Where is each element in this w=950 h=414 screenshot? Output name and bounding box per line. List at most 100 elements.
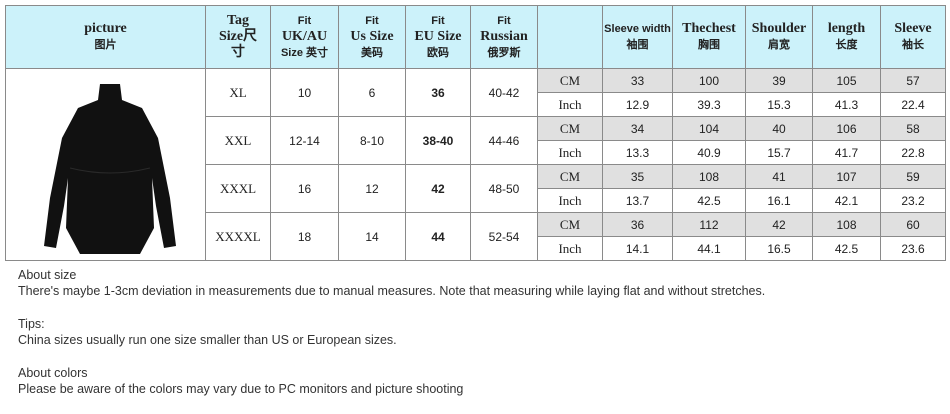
header-text: 袖围 <box>626 39 649 51</box>
measure-cell: 22.8 <box>880 140 946 165</box>
measure-cell: 42.1 <box>812 188 881 213</box>
header-text: 寸 <box>231 45 245 60</box>
measure-cell: 58 <box>880 116 946 141</box>
size-cell: 12 <box>338 164 406 213</box>
header-text: Size尺 <box>218 29 258 44</box>
header-text: Shoulder <box>751 21 807 36</box>
size-cell: 6 <box>338 68 406 117</box>
size-row: Inch 14.1 44.1 16.5 42.5 23.6 <box>6 236 946 261</box>
measure-cell: 107 <box>812 164 881 189</box>
note-block: Tips: China sizes usually run one size sm… <box>18 316 765 348</box>
unit-cell: Inch <box>537 92 603 117</box>
measure-cell: 59 <box>880 164 946 189</box>
size-cell: 16 <box>270 164 339 213</box>
measure-cell: 41 <box>745 164 813 189</box>
size-cell: XL <box>205 68 271 117</box>
size-cell: 14 <box>338 212 406 261</box>
measure-cell: 22.4 <box>880 92 946 117</box>
measure-cell: 23.6 <box>880 236 946 261</box>
size-cell: 10 <box>270 68 339 117</box>
unit-cell: CM <box>537 116 603 141</box>
measure-cell: 41.7 <box>812 140 881 165</box>
unit-cell: CM <box>537 68 603 93</box>
unit-cell: Inch <box>537 236 603 261</box>
unit-cell: CM <box>537 212 603 237</box>
size-cell: 36 <box>405 68 471 117</box>
measure-cell: 57 <box>880 68 946 93</box>
size-cell: 12-14 <box>270 116 339 165</box>
measure-cell: 15.7 <box>745 140 813 165</box>
note-block: About size There's maybe 1-3cm deviation … <box>18 267 765 299</box>
header-text: Fit <box>497 15 511 27</box>
header-text: Sleeve <box>894 21 932 36</box>
header-text: Fit <box>365 15 379 27</box>
header-text: UK/AU <box>281 29 328 44</box>
note-heading: About size <box>18 268 77 282</box>
header-text: 图片 <box>94 39 117 51</box>
header-cell: Tag Size尺寸 <box>205 5 271 69</box>
header-text: 胸围 <box>698 39 720 51</box>
header-cell: Fit UK/AU Size 英寸 <box>270 5 339 69</box>
measure-cell: 12.9 <box>602 92 673 117</box>
header-cell: Thechest 胸围 <box>672 5 746 69</box>
dress-seam <box>69 167 151 174</box>
measure-cell: 13.7 <box>602 188 673 213</box>
header-cell: Fit Us Size 美码 <box>338 5 406 69</box>
measure-cell: 40.9 <box>672 140 746 165</box>
size-row: XXXL 16 12 42 48-50 CM 35 108 41 107 59 <box>6 164 946 213</box>
size-row: Inch 13.7 42.5 16.1 42.1 23.2 <box>6 188 946 213</box>
header-text: Fit <box>297 15 312 27</box>
header-text: Tag <box>226 13 250 28</box>
header-cell: picture 图片 <box>5 5 206 69</box>
measure-cell: 42.5 <box>672 188 746 213</box>
measure-cell: 16.1 <box>745 188 813 213</box>
header-text: Russian <box>480 29 528 44</box>
size-table: picture 图片 Tag Size尺寸 Fit UK/AU Size 英寸 Fit Us S… <box>5 5 946 261</box>
measure-cell: 108 <box>672 164 746 189</box>
unit-cell: Inch <box>537 188 603 213</box>
header-text: Thechest <box>682 21 736 36</box>
measure-cell: 42.5 <box>812 236 881 261</box>
unit-cell: Inch <box>537 140 603 165</box>
size-row: Inch 12.9 39.3 15.3 41.3 22.4 <box>6 92 946 117</box>
measure-cell: 105 <box>812 68 881 93</box>
measure-cell: 60 <box>880 212 946 237</box>
size-cell: 18 <box>270 212 339 261</box>
header-text: 肩宽 <box>768 39 790 51</box>
header-text: picture <box>84 21 127 36</box>
note-text: Please be aware of the colors may vary d… <box>18 382 464 396</box>
size-row: XXL 12-14 8-10 38-40 44-46 CM 34 104 40 106 58 <box>6 116 946 165</box>
size-cell: XXL <box>205 116 271 165</box>
measure-cell: 14.1 <box>602 236 673 261</box>
notes: About size There's maybe 1-3cm deviation … <box>18 267 765 414</box>
product-picture <box>44 84 176 254</box>
note-heading: Tips: <box>18 317 45 331</box>
measure-cell: 112 <box>672 212 746 237</box>
header-text: 袖长 <box>902 39 924 51</box>
size-cell: XXXL <box>205 164 271 213</box>
header-text: Sleeve width <box>604 23 671 35</box>
measure-cell: 40 <box>745 116 813 141</box>
header-text: 俄罗斯 <box>487 47 521 59</box>
measure-cell: 104 <box>672 116 746 141</box>
size-cell: 52-54 <box>470 212 538 261</box>
measure-cell: 39.3 <box>672 92 746 117</box>
measure-cell: 23.2 <box>880 188 946 213</box>
header-text: 美码 <box>361 47 383 59</box>
note-block: About colors Please be aware of the color… <box>18 365 765 397</box>
header-cell: Sleeve 袖长 <box>880 5 946 69</box>
size-row: XL 10 6 36 40-42 CM 33 100 39 105 57 <box>5 68 946 261</box>
size-cell: 8-10 <box>338 116 406 165</box>
size-cell: 48-50 <box>470 164 538 213</box>
dress-shape <box>44 84 176 254</box>
measure-cell: 36 <box>602 212 673 237</box>
header-text: Fit <box>431 15 445 27</box>
measure-cell: 35 <box>602 164 673 189</box>
note-text: China sizes usually run one size smaller… <box>18 333 397 347</box>
header-cell: Fit Russian 俄罗斯 <box>470 5 538 69</box>
measure-cell: 41.3 <box>812 92 881 117</box>
header-text: 欧码 <box>427 47 449 59</box>
measure-cell: 33 <box>602 68 673 93</box>
header-cell: Sleeve width 袖围 <box>602 5 673 69</box>
